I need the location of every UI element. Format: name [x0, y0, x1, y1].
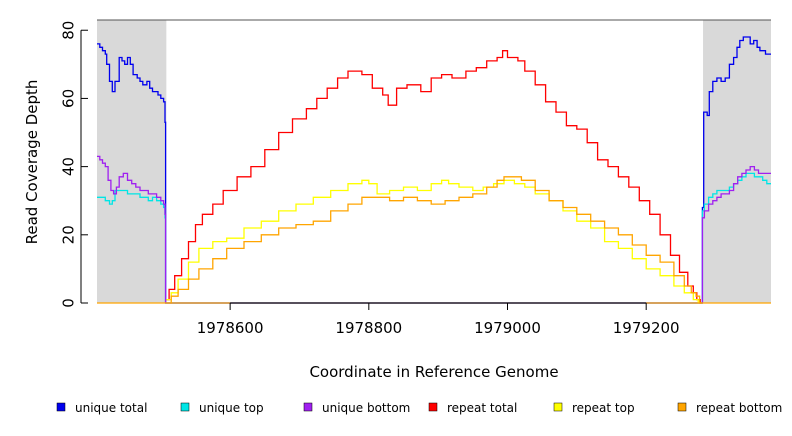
- x-tick-label: 1978800: [335, 319, 402, 337]
- y-tick-label: 60: [60, 89, 78, 108]
- repeat-bottom-line: [166, 176, 702, 304]
- series-lines: [97, 36, 771, 304]
- axes: 1978600 1978800 1979000 1979200 0 20 40 60 80: [60, 21, 680, 337]
- unique-top-legend-swatch: [180, 402, 190, 412]
- repeat-total-legend-swatch: [428, 402, 438, 412]
- unique-bottom-legend-swatch: [303, 402, 313, 412]
- x-axis-title: Coordinate in Reference Genome: [309, 363, 558, 381]
- repeat-total-legend-label: repeat total: [447, 401, 517, 415]
- shaded-region-2: [703, 20, 771, 303]
- repeat-total-line: [166, 50, 702, 304]
- repeat-top-legend-label: repeat top: [572, 401, 635, 415]
- x-tick-label: 1979200: [613, 319, 680, 337]
- shaded-region-1: [97, 20, 167, 303]
- repeat-top-legend-swatch: [553, 402, 563, 412]
- y-tick-label: 80: [60, 21, 78, 40]
- unique-total-legend-swatch: [56, 402, 66, 412]
- unique-bottom-line: [97, 155, 771, 304]
- unique-total-legend-label: unique total: [75, 401, 147, 415]
- x-tick-label: 1979000: [474, 319, 541, 337]
- repeat-bottom-legend-label: repeat bottom: [696, 401, 782, 415]
- shaded-regions: [97, 20, 771, 303]
- unique-bottom-legend-label: unique bottom: [322, 401, 410, 415]
- y-tick-label: 40: [60, 157, 78, 176]
- x-tick-label: 1978600: [197, 319, 264, 337]
- y-tick-label: 20: [60, 225, 78, 244]
- legend: unique total unique top unique bottom repea…: [56, 401, 782, 415]
- repeat-bottom-legend-swatch: [677, 402, 687, 412]
- unique-total-line: [97, 36, 771, 304]
- y-tick-label: 0: [60, 298, 78, 308]
- repeat-top-line: [166, 179, 702, 304]
- unique-top-legend-label: unique top: [199, 401, 264, 415]
- y-axis-title: Read Coverage Depth: [23, 80, 41, 245]
